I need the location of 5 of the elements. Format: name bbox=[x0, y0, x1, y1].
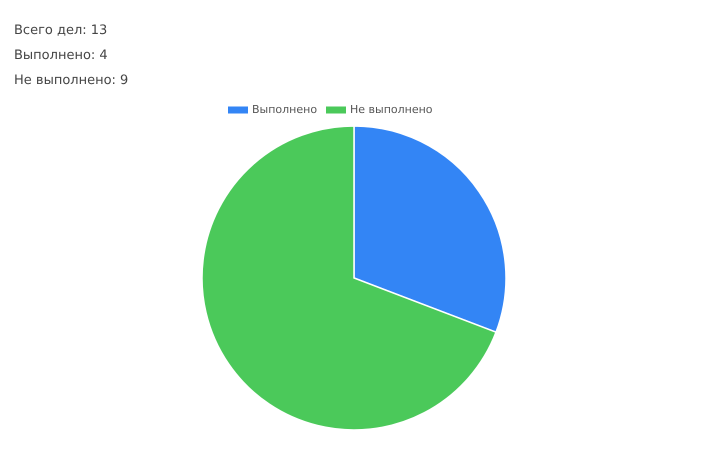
text: Всего дел: 13 bbox=[14, 23, 108, 38]
text: Выполнено: 4 bbox=[14, 48, 108, 63]
legend-label: Выполнено bbox=[252, 103, 318, 116]
legend-label: Не выполнено bbox=[350, 103, 433, 116]
text: Не выполнено: 9 bbox=[14, 73, 128, 88]
